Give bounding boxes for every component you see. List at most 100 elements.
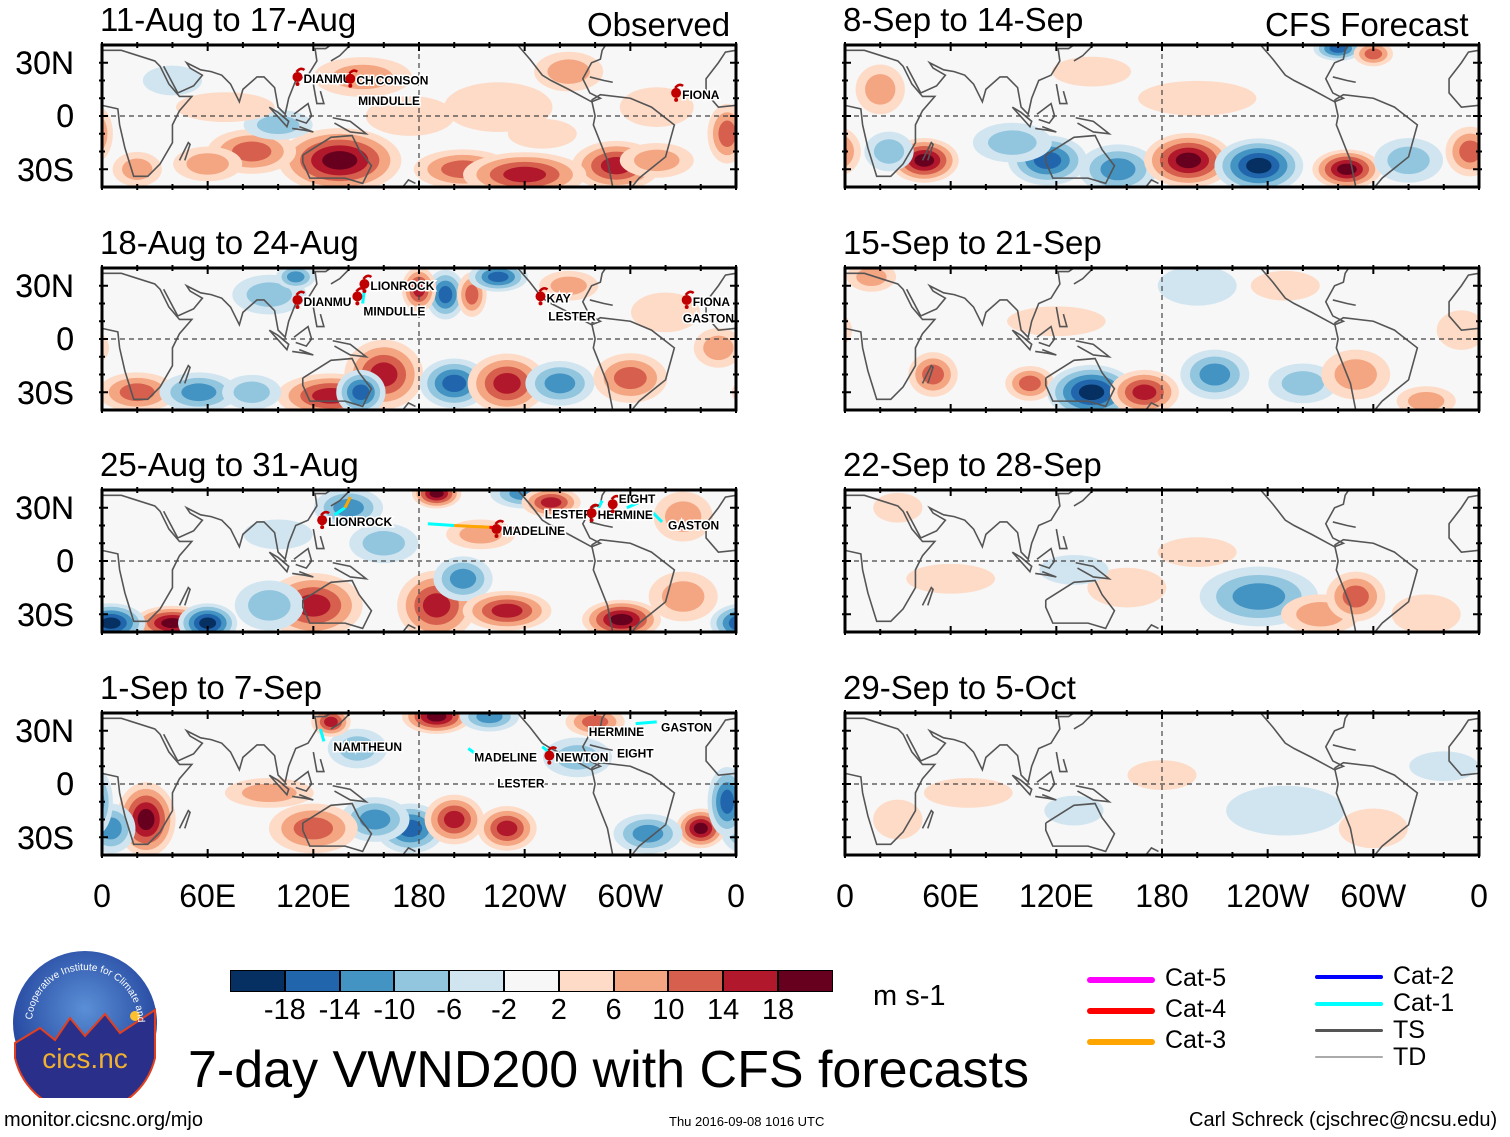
coastline (292, 570, 314, 578)
anomaly-contour (1138, 80, 1257, 116)
map-panel (842, 710, 1482, 858)
storm-label: MINDULLE (358, 94, 420, 108)
storm-label: DIANMU (303, 72, 351, 86)
anomaly-contour (1007, 306, 1106, 337)
anomaly-contour (703, 335, 734, 361)
anomaly-contour (1334, 359, 1377, 390)
colorbar-swatch (558, 970, 614, 992)
anomaly-contour (720, 789, 735, 814)
latitude-label: 30N (15, 490, 74, 526)
coastline (1055, 751, 1068, 773)
anomaly-contour (556, 745, 599, 770)
anomaly-contour (1039, 554, 1109, 585)
storm-label: NAMTHEUN (333, 740, 402, 754)
track-legend-swatch (1087, 1039, 1155, 1045)
storm-label: NEWTON (555, 751, 608, 765)
track-legend-label: Cat-2 (1393, 962, 1455, 990)
coastline (1333, 316, 1419, 410)
latitude-label: 30N (15, 490, 74, 526)
anomaly-contour (1407, 391, 1445, 410)
colorbar-swatch (504, 970, 559, 992)
hurricane-icon (292, 290, 306, 309)
coastline (1448, 272, 1479, 331)
anomaly-contour (865, 74, 896, 105)
coastline (590, 316, 676, 410)
coastline (705, 494, 736, 553)
coastline (301, 802, 373, 853)
coastline (292, 348, 314, 356)
footer-url[interactable]: monitor.cicsnc.org/mjo (4, 1109, 203, 1131)
coastline (162, 45, 332, 116)
storm-track (635, 720, 657, 726)
observed-label: Observed (587, 6, 731, 43)
map-panel (842, 42, 1482, 190)
anomaly-contour (845, 135, 854, 168)
coastline (1044, 802, 1116, 853)
anomaly-contour (1481, 265, 1482, 292)
coastline (705, 272, 736, 331)
colorbar-swatch (449, 970, 504, 992)
anomaly-contour (1078, 384, 1105, 401)
coastline (1333, 93, 1419, 187)
colorbar-tick-label: -18 (263, 994, 306, 1026)
coastline (1260, 45, 1350, 103)
coastline (1260, 268, 1350, 326)
anomaly-contour (199, 617, 217, 629)
latitude-label: 0 (56, 543, 74, 579)
coastline (517, 45, 607, 103)
storm-label: CONSON (376, 74, 429, 88)
coastline (1035, 570, 1057, 578)
storm-label: GASTON (668, 519, 719, 533)
anomaly-contour (1337, 163, 1357, 175)
coastline (1144, 178, 1159, 187)
coastline (102, 272, 194, 401)
storm-label: LIONROCK (328, 515, 392, 529)
anomaly-contour (693, 822, 708, 835)
latitude-label: 30N (15, 45, 74, 81)
storm-label: MADELINE (474, 751, 537, 765)
latitude-label: 30S (17, 597, 74, 633)
anomaly-contour (322, 151, 358, 170)
coastline (312, 83, 325, 105)
colorbar-swatch (394, 970, 450, 992)
anomaly-contour (293, 817, 334, 840)
coastline (162, 268, 332, 339)
hurricane-icon (292, 67, 306, 86)
storm-label: GASTON (683, 312, 734, 326)
storm-label: LIONROCK (370, 279, 434, 293)
coastline (162, 713, 332, 784)
track-legend-label: Cat-3 (1165, 1026, 1227, 1054)
longitude-label: 120W (482, 878, 567, 914)
storm-label: EIGHT (619, 492, 656, 506)
anomaly-contour (496, 820, 518, 837)
storm-label: MADELINE (502, 524, 565, 538)
anomaly-contour (233, 381, 270, 403)
footer-author: Carl Schreck (cjschrec@ncsu.edu) (1189, 1109, 1498, 1131)
latitude-label: 30S (17, 820, 74, 856)
cics-logo: Cooperative Institute for Climate and Sa… (10, 948, 157, 1098)
coastline (589, 76, 613, 84)
anomaly-contour (231, 141, 272, 162)
panel-title: 18-Aug to 24-Aug (100, 224, 359, 261)
anomaly-contour (1018, 375, 1041, 392)
coastline (1448, 717, 1479, 776)
coastline (102, 494, 194, 623)
anomaly-contour (613, 367, 647, 390)
anomaly-contour (507, 118, 577, 149)
map-panel (842, 487, 1482, 635)
anomaly-contour (873, 492, 923, 523)
anomaly-contour (1052, 56, 1132, 87)
map-panel: LIONROCK MADELINE LESTER HERMINE EIGHT GASTON (99, 487, 739, 635)
coastline (301, 357, 373, 408)
latitude-label: 30N (15, 268, 74, 304)
panel-title: 22-Sep to 28-Sep (843, 446, 1102, 483)
track-legend-swatch (1315, 975, 1383, 979)
latitude-label: 30S (17, 375, 74, 411)
coastline (905, 713, 1075, 784)
longitude-label: 60E (922, 878, 980, 914)
hurricane-icon (491, 519, 505, 539)
coastline (589, 744, 613, 752)
anomaly-contour (175, 92, 275, 123)
storm-label: DIANMU (303, 295, 351, 309)
track-legend-label: TS (1393, 1016, 1425, 1044)
